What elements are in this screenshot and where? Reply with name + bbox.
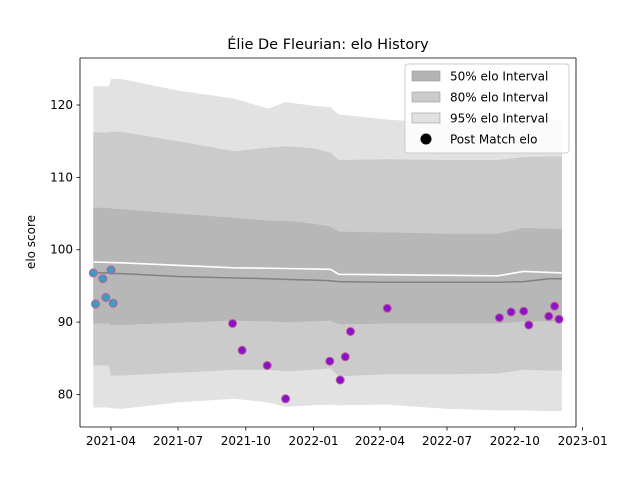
upper-estimate-line (93, 261, 563, 277)
y-tick-label-80: 80 (58, 387, 73, 401)
legend-marker-4 (420, 133, 432, 145)
post-match-point-10 (281, 394, 291, 404)
y-axis-label: elo score (24, 215, 38, 269)
post-match-point-5 (106, 265, 116, 275)
y-tick-label-90: 90 (58, 315, 73, 329)
post-match-point-3 (98, 274, 108, 284)
post-match-point-12 (335, 375, 345, 385)
chart-title: Élie De Fleurian: elo History (227, 36, 429, 53)
y-tick-label-120: 120 (50, 98, 73, 112)
y-tick-label-100: 100 (50, 243, 73, 257)
legend-swatch-1 (411, 70, 441, 82)
post-match-point-21 (550, 301, 560, 311)
plot-area (88, 79, 564, 412)
axes: 80 90 100 110 120 2021-04 2021-07 2021-10 2022-0… (50, 57, 608, 448)
legend-label-4: Post Match elo (450, 133, 537, 147)
post-match-point-7 (228, 319, 238, 328)
x-tick-label-2022-04: 2022-04 (355, 434, 405, 448)
post-match-point-6 (108, 298, 118, 308)
post-match-point-1 (88, 268, 98, 278)
legend-swatch-3 (411, 112, 441, 124)
post-match-point-18 (519, 306, 529, 316)
plot-inner (88, 79, 564, 412)
x-tick-label-2022-10: 2022-10 (490, 434, 540, 448)
legend-label-3: 95% elo Interval (450, 112, 548, 126)
post-match-point-8 (237, 345, 247, 355)
legend-box (404, 63, 570, 154)
legend-label-2: 80% elo Interval (450, 91, 548, 105)
x-tick-label-2022-01: 2022-01 (289, 434, 339, 448)
x-tick-label-2023-01: 2023-01 (558, 434, 608, 448)
legend-swatch-2 (411, 91, 441, 103)
post-match-point-17 (506, 307, 516, 317)
post-match-point-4 (101, 293, 111, 302)
band-50-interval (93, 207, 563, 325)
post-match-point-9 (262, 361, 272, 370)
post-match-point-15 (382, 303, 392, 313)
post-match-point-22 (554, 314, 564, 324)
post-match-point-19 (524, 320, 534, 330)
post-match-point-14 (346, 327, 355, 336)
legend: 50% elo Interval 80% elo Interval 95% elo … (404, 63, 570, 154)
legend-label-1: 50% elo Interval (450, 70, 548, 84)
x-tick-label-2021-04: 2021-04 (86, 434, 136, 448)
x-tick-label-2021-10: 2021-10 (221, 434, 271, 448)
x-tick-label-2021-07: 2021-07 (153, 434, 203, 448)
x-tick-label-2022-07: 2022-07 (422, 434, 472, 448)
post-match-point-2 (91, 299, 100, 309)
post-match-point-20 (544, 311, 554, 321)
median-line (93, 272, 562, 284)
post-match-point-16 (494, 313, 504, 323)
post-match-point-11 (325, 356, 335, 366)
post-match-point-13 (340, 352, 350, 362)
y-tick-label-110: 110 (50, 170, 73, 184)
